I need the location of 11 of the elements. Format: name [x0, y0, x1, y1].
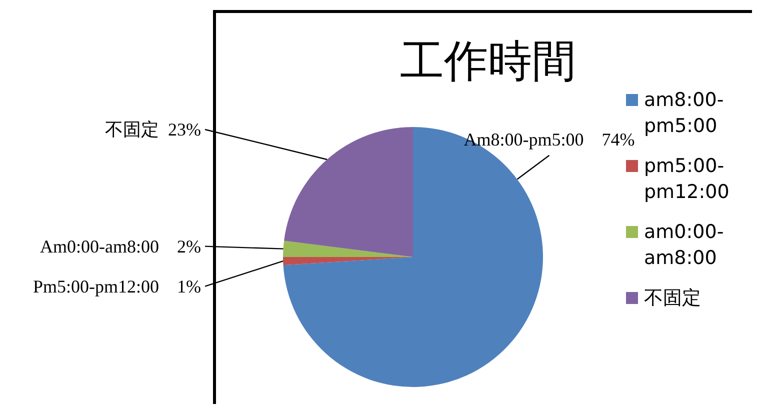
pie-slice	[283, 240, 413, 257]
legend-label: am0:00-am8:00	[644, 220, 725, 271]
legend-label: pm5:00-pm12:00	[644, 154, 730, 205]
data-label: Am8:00-pm5:00 74%	[464, 129, 635, 150]
data-label: Pm5:00-pm12:00 1%	[32, 276, 201, 296]
chart-title: 工作時間	[399, 35, 577, 89]
pie-slice	[284, 127, 413, 257]
data-label: 不固定 23%	[105, 119, 201, 140]
legend-label: am8:00-pm5:00	[644, 88, 725, 139]
data-label: Am0:00-am8:00 2%	[40, 236, 201, 256]
legend-label: 不固定	[644, 286, 702, 311]
